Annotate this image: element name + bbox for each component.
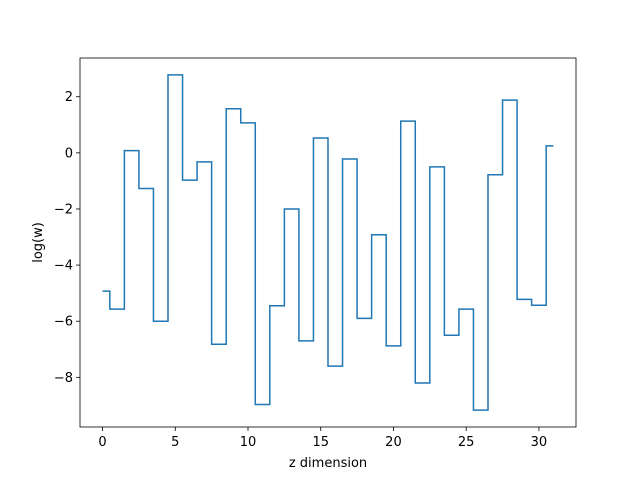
series-layer xyxy=(102,74,554,411)
plot-frame xyxy=(79,57,577,428)
x-axis-ticks: 0 5 10 15 20 25 30 xyxy=(98,427,547,450)
y-tick-label: 2 xyxy=(65,90,73,105)
x-tick-label: 0 xyxy=(98,435,106,450)
y-tick-label: −2 xyxy=(54,202,73,217)
y-tick-label: 0 xyxy=(65,146,73,161)
x-tick-label: 5 xyxy=(171,435,179,450)
x-tick-label: 25 xyxy=(458,435,475,450)
x-tick-label: 10 xyxy=(240,435,257,450)
y-axis-ticks: −8 −6 −4 −2 0 2 xyxy=(54,90,80,386)
series-line xyxy=(102,74,554,411)
y-tick-label: −8 xyxy=(54,371,73,386)
x-axis-label: z dimension xyxy=(289,456,367,471)
y-tick-label: −6 xyxy=(54,315,73,330)
x-tick-label: 20 xyxy=(385,435,402,450)
x-tick-label: 15 xyxy=(312,435,329,450)
y-axis-label: log(w) xyxy=(31,222,46,263)
x-tick-label: 30 xyxy=(531,435,548,450)
y-tick-label: −4 xyxy=(54,259,73,274)
